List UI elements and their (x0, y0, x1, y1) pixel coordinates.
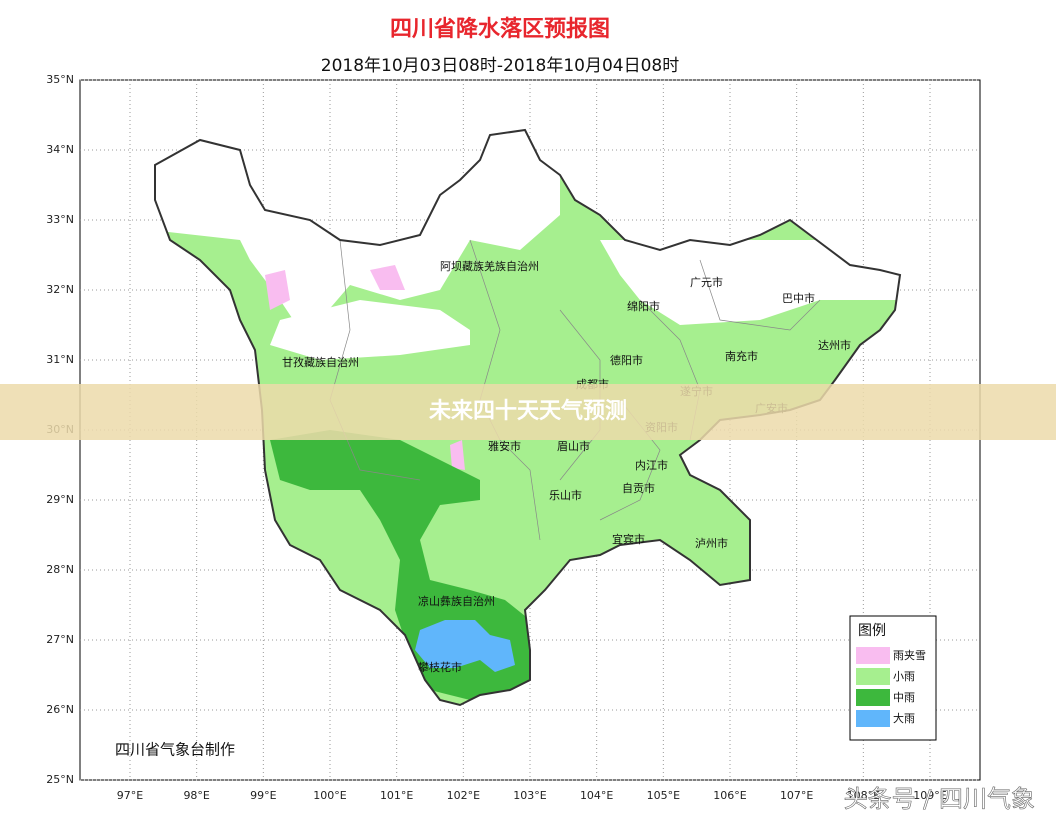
legend-swatch (856, 710, 890, 727)
legend-label: 小雨 (893, 670, 915, 683)
lon-label: 107°E (780, 789, 813, 802)
lat-label: 31°N (46, 353, 74, 366)
lon-label: 105°E (647, 789, 680, 802)
credit: 四川省气象台制作 (115, 741, 235, 759)
lat-label: 27°N (46, 633, 74, 646)
place-label: 凉山彝族自治州 (418, 594, 495, 608)
place-label: 自贡市 (622, 481, 655, 495)
subtitle: 2018年10月03日08时-2018年10月04日08时 (321, 56, 679, 76)
place-label: 南充市 (725, 349, 758, 363)
place-label: 雅安市 (488, 439, 521, 453)
place-label: 达州市 (818, 338, 851, 352)
legend-swatch (856, 668, 890, 685)
place-label: 德阳市 (610, 353, 643, 367)
place-label: 眉山市 (557, 439, 590, 453)
lat-label: 25°N (46, 773, 74, 786)
place-label: 甘孜藏族自治州 (282, 355, 359, 369)
lat-label: 28°N (46, 563, 74, 576)
lon-label: 106°E (713, 789, 746, 802)
banner (0, 384, 1056, 440)
legend-label: 中雨 (893, 691, 915, 704)
lon-label: 102°E (447, 789, 480, 802)
lon-label: 103°E (513, 789, 546, 802)
lon-label: 100°E (313, 789, 346, 802)
lat-label: 33°N (46, 213, 74, 226)
no-rain-area (270, 300, 470, 360)
legend-swatch (856, 689, 890, 706)
lon-label: 98°E (183, 789, 209, 802)
place-label: 内江市 (635, 458, 668, 472)
lon-label: 101°E (380, 789, 413, 802)
place-label: 巴中市 (782, 291, 815, 305)
lon-label: 108°E (847, 789, 880, 802)
title: 四川省降水落区预报图 (390, 17, 610, 42)
watermark: 头条号 / 四川气象 (844, 785, 1035, 813)
legend-label: 大雨 (893, 711, 915, 725)
lat-label: 32°N (46, 283, 74, 296)
no-rain-area (600, 240, 900, 325)
heavy-rain-area (415, 620, 515, 672)
lat-label: 35°N (46, 73, 74, 86)
lon-label: 99°E (250, 789, 276, 802)
lat-label: 26°N (46, 703, 74, 716)
banner-text: 未来四十天天气预测 (429, 398, 627, 424)
place-label: 广元市 (690, 275, 723, 289)
legend-swatch (856, 647, 890, 664)
lon-label: 104°E (580, 789, 613, 802)
lon-label: 109°E (913, 789, 946, 802)
place-label: 攀枝花市 (418, 660, 462, 674)
place-label: 宜宾市 (612, 532, 645, 546)
sleet-area (265, 265, 465, 470)
place-label: 阿坝藏族羌族自治州 (440, 259, 539, 273)
lat-label: 29°N (46, 493, 74, 506)
legend-label: 雨夹雪 (893, 649, 926, 662)
place-label: 绵阳市 (627, 299, 660, 313)
place-label: 泸州市 (695, 536, 728, 550)
place-labels: 阿坝藏族羌族自治州广元市巴中市绵阳市甘孜藏族自治州德阳市南充市达州市成都市遂宁市… (282, 259, 851, 674)
place-label: 乐山市 (549, 488, 582, 502)
grid: 25°N26°N27°N28°N29°N30°N31°N32°N33°N34°N… (46, 73, 980, 802)
lon-label: 97°E (117, 789, 143, 802)
legend-title: 图例 (858, 623, 886, 639)
lat-label: 34°N (46, 143, 74, 156)
